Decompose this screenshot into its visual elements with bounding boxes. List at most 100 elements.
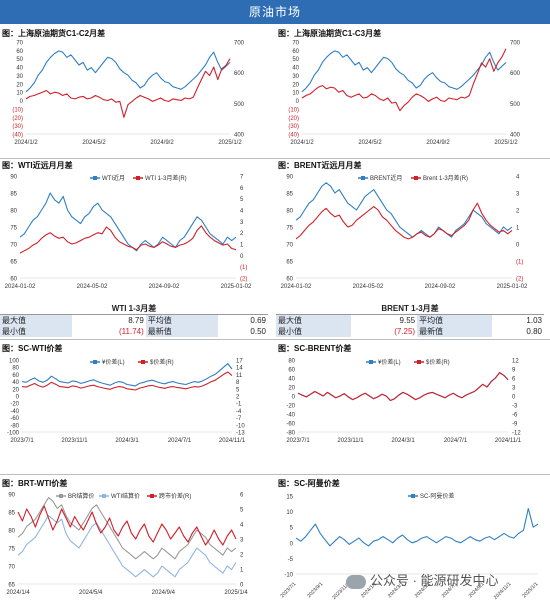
x-tick-label: 2024/5/2 [82, 140, 106, 146]
chart-sc-wti: 100806040200-20-40-60-80-100171411852-1-… [7, 358, 246, 444]
y-tick-label: 40 [288, 377, 295, 383]
legend-marker [93, 176, 97, 180]
stats-value: 0.69 [250, 316, 266, 325]
y-tick-label: 10 [286, 510, 293, 516]
y-tick-label: 60 [292, 49, 299, 55]
chart-title: 图：SC-阿曼价差 [278, 479, 340, 488]
series-line [25, 58, 231, 118]
x-tick-label: 2024-01-02 [281, 284, 312, 290]
series-line [25, 50, 231, 93]
y2-tick-label: 700 [510, 41, 521, 47]
series-line [295, 202, 513, 240]
y-tick-label: 80 [8, 529, 15, 535]
x-tick-label: 2023/7/1 [10, 438, 34, 444]
y-tick-label: 0 [296, 99, 300, 105]
y-tick-label: 70 [286, 243, 293, 249]
x-tick-label: 2024/3/1 [391, 438, 415, 444]
banner-title: 原油市场 [0, 0, 550, 24]
y2-tick-label: 4 [240, 523, 244, 529]
series-line [21, 371, 233, 391]
stats-header: BRENT 1-3月差 [276, 303, 544, 315]
series-line [295, 507, 539, 547]
y-tick-label: 65 [10, 260, 17, 266]
x-tick-label: 2023/11/1 [337, 438, 364, 444]
stats-label: 最大值 [276, 314, 351, 326]
y-tick-label: 80 [288, 359, 295, 365]
legend-label: $价差(R) [150, 358, 174, 366]
y2-tick-label: -10 [236, 423, 245, 429]
y2-tick-label: 0 [516, 243, 520, 249]
y2-tick-label: 500 [510, 102, 521, 108]
stats-label: 最小值 [0, 326, 72, 337]
y-tick-label: 20 [12, 387, 19, 393]
y-tick-label: (10) [288, 107, 299, 113]
y2-tick-label: 6 [240, 493, 244, 499]
y2-tick-label: 3 [240, 220, 244, 226]
y-tick-label: -10 [284, 573, 293, 579]
stats-label: 最新值 [145, 326, 218, 337]
y2-tick-label: 600 [510, 71, 521, 77]
legend-label: Brent 1-3月差(R) [423, 174, 468, 182]
x-tick-label: 2024-09-02 [149, 284, 180, 290]
stats-label: 最新值 [417, 326, 492, 337]
y-tick-label: 5 [290, 526, 294, 532]
y2-tick-label: -12 [512, 431, 521, 437]
series-line [17, 505, 237, 546]
legend-marker [136, 176, 140, 180]
x-tick-label: 2024/5/4 [79, 590, 103, 596]
y-tick-label: 10 [16, 91, 23, 97]
y2-tick-label: 6 [240, 186, 244, 192]
y-tick-label: -60 [286, 422, 295, 428]
legend-marker [59, 494, 63, 498]
y2-tick-label: 600 [234, 71, 245, 77]
y2-tick-label: 7 [240, 175, 244, 181]
y2-tick-label: 500 [234, 102, 245, 108]
y2-tick-label: -13 [236, 431, 245, 437]
stats-value: 9.55 [399, 316, 416, 325]
chart-title: 图：上海原油期货C1-C2月差 [2, 29, 106, 38]
x-tick-label: 2024/3/1 [115, 438, 139, 444]
y2-tick-label: 17 [236, 359, 243, 365]
legend-label: WTI 1-3月差(R) [145, 174, 187, 182]
y2-tick-label: (1) [240, 265, 247, 271]
y2-tick-label: 2 [516, 209, 520, 215]
y2-tick-label: 5 [240, 197, 244, 203]
chart-title: 图：BRENT近远月月差 [278, 161, 362, 170]
y-tick-label: (20) [12, 116, 23, 122]
y2-tick-label: 1 [240, 243, 244, 249]
y-tick-label: 40 [292, 66, 299, 72]
x-tick-label: 2024/7/1 [168, 438, 192, 444]
stats-value: (11.74) [119, 327, 144, 336]
y2-tick-label: 5 [236, 387, 240, 393]
series-line [21, 363, 233, 387]
legend-marker [414, 176, 418, 180]
y-tick-label: 90 [286, 175, 293, 181]
y-tick-label: -80 [286, 431, 295, 437]
x-tick-label: 2025/1/4 [224, 590, 248, 596]
y-tick-label: 90 [8, 493, 15, 499]
legend-marker [369, 360, 373, 364]
chart-title: 图：WTI近远月月差 [2, 161, 73, 170]
y-tick-label: 0 [20, 99, 24, 105]
x-tick-label: 2023/7/1 [286, 438, 310, 444]
chart-sc-brent: 80 60 40 20 0 -20 -40 -60 -80 12 9 6 3 0 -3 -6 -9 -12 2023… [286, 358, 521, 444]
legend-label: ¥价差(L) [378, 358, 401, 366]
y-tick-label: 80 [10, 209, 17, 215]
legend-marker [361, 176, 365, 180]
x-tick-label: 2024/1/4 [6, 590, 30, 596]
y2-tick-label: 1 [516, 226, 520, 232]
stats-value: 0.50 [250, 327, 266, 336]
x-tick-label: 2024/9/2 [150, 140, 174, 146]
series-line [301, 50, 507, 93]
x-tick-label: 2024-09-02 [425, 284, 456, 290]
y2-tick-label: 5 [240, 508, 244, 514]
y-tick-label: -80 [10, 423, 19, 429]
stats-value: 1.03 [526, 316, 542, 325]
y-tick-label: 75 [10, 226, 17, 232]
legend-marker [411, 494, 415, 498]
y2-tick-label: -1 [236, 402, 242, 408]
y2-tick-label: 0 [240, 254, 244, 260]
wechat-icon [346, 574, 366, 589]
